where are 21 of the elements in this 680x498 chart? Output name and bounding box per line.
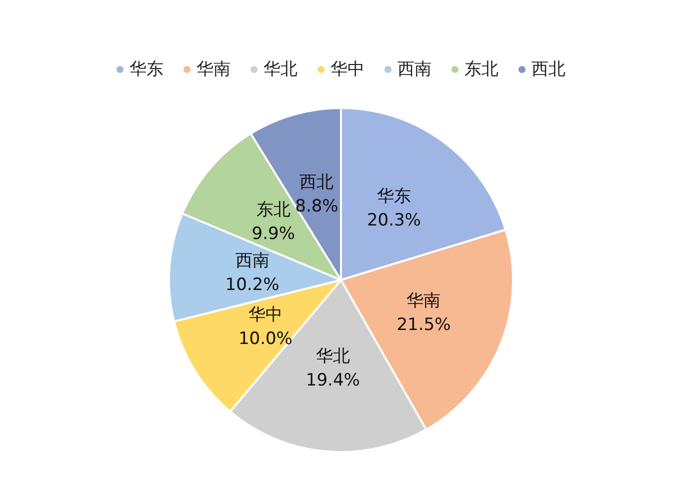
data-label: 10.2% [225, 275, 280, 296]
legend-label: 西北 [532, 60, 566, 80]
slice-label: 西北 [300, 172, 334, 192]
legend-label: 华中 [330, 60, 364, 80]
slice-label: 华南 [406, 290, 441, 311]
legend-label: 华南 [196, 60, 230, 80]
slice-label: 东北 [256, 200, 290, 220]
slice-label: 华东 [376, 186, 411, 206]
legend-label: 东北 [464, 60, 498, 80]
data-label: 21.5% [396, 314, 451, 335]
legend-label: 西南 [398, 60, 432, 80]
data-label: 20.3% [366, 210, 421, 230]
data-label: 10.0% [238, 329, 292, 350]
legend-label: 华东 [130, 60, 164, 80]
data-label: 19.4% [306, 370, 360, 391]
legend-label: 华北 [264, 60, 298, 80]
slice-label: 西南 [235, 251, 270, 272]
slice-label: 华中 [248, 305, 282, 326]
slice-label: 华北 [316, 346, 350, 367]
data-label: 9.9% [252, 224, 295, 244]
data-label: 8.8% [295, 196, 338, 216]
